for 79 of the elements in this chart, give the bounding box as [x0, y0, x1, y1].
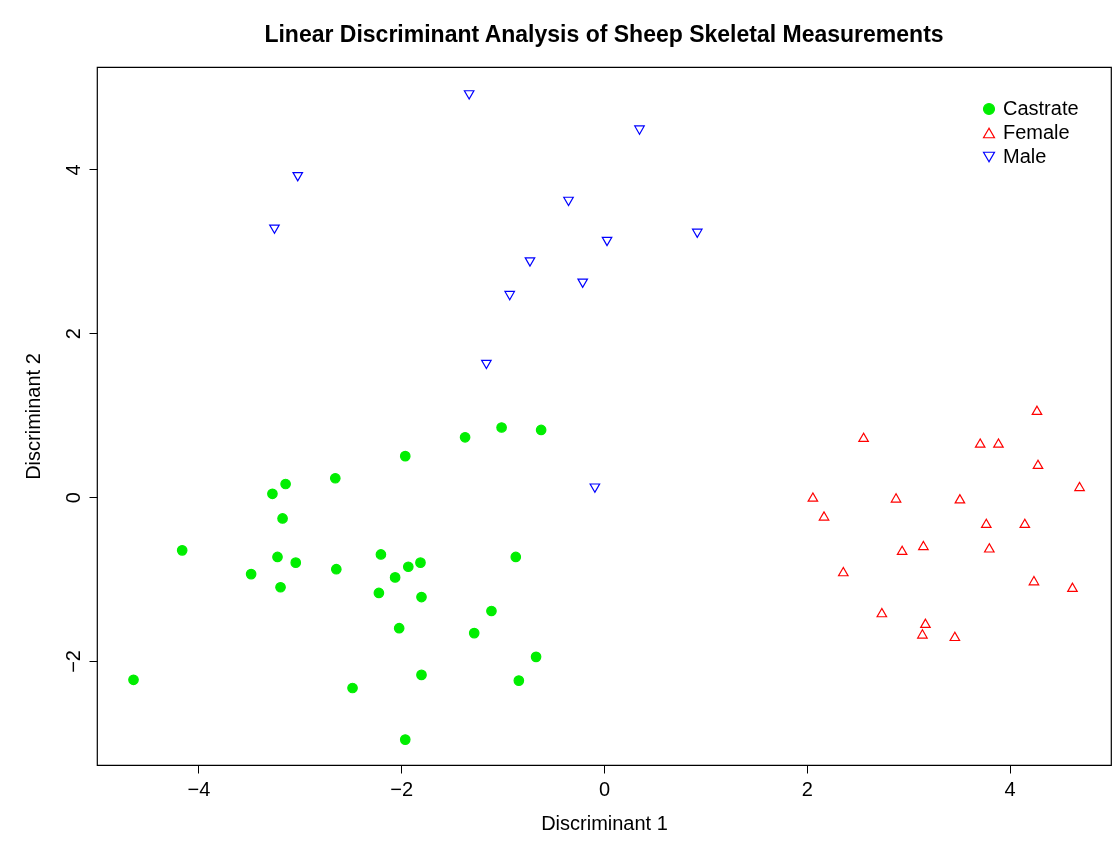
- point: [329, 472, 341, 484]
- point: [416, 669, 427, 681]
- point: [601, 236, 613, 247]
- point: [267, 488, 278, 500]
- point: [577, 278, 589, 288]
- point: [280, 478, 291, 490]
- point: [504, 290, 516, 301]
- point: [481, 359, 492, 370]
- point: [389, 572, 401, 583]
- point: [634, 125, 645, 135]
- x-tick-label: 0: [598, 777, 611, 800]
- legend-label: Castrate: [1003, 97, 1079, 119]
- point: [896, 545, 908, 556]
- x-tick-label: 4: [1004, 777, 1016, 800]
- point: [691, 228, 703, 239]
- point: [347, 682, 358, 694]
- point: [1019, 518, 1031, 529]
- point: [1074, 481, 1085, 492]
- point: [486, 605, 497, 617]
- point: [277, 513, 288, 524]
- point: [589, 483, 601, 493]
- chart-title: Linear Discriminant Analysis of Sheep Skeletal Measurements: [264, 21, 944, 47]
- point: [468, 627, 480, 639]
- point: [1032, 459, 1044, 470]
- point: [399, 450, 411, 462]
- point: [373, 587, 385, 599]
- point: [416, 591, 427, 603]
- point: [818, 511, 830, 521]
- point: [128, 674, 139, 686]
- point: [993, 438, 1004, 448]
- point: [513, 675, 525, 686]
- point: [837, 566, 849, 577]
- point: [330, 563, 342, 575]
- point: [402, 561, 414, 573]
- x-tick-label: −4: [187, 777, 211, 800]
- point: [393, 622, 405, 634]
- point: [918, 540, 929, 551]
- point: [290, 557, 302, 568]
- point: [1028, 575, 1040, 586]
- point: [1031, 405, 1043, 415]
- point: [375, 549, 387, 560]
- point: [807, 492, 819, 502]
- point: [858, 432, 869, 443]
- x-tick-label: −2: [390, 777, 414, 800]
- point: [245, 568, 257, 580]
- point: [399, 734, 411, 745]
- y-tick-label: 2: [61, 328, 84, 340]
- point: [917, 629, 928, 639]
- point: [563, 196, 574, 207]
- point: [974, 438, 986, 448]
- point: [983, 543, 995, 553]
- point: [292, 172, 304, 182]
- point: [275, 581, 286, 593]
- legend-label: Male: [1003, 145, 1047, 167]
- point: [876, 607, 888, 618]
- point: [463, 90, 475, 100]
- x-tick-label: 2: [801, 777, 813, 800]
- point: [535, 424, 547, 436]
- point: [269, 224, 280, 234]
- y-tick-label: 0: [61, 492, 84, 504]
- point: [949, 631, 961, 642]
- point: [954, 494, 966, 504]
- y-axis-title: Discriminant 2: [21, 353, 44, 480]
- y-tick-label: −2: [61, 650, 84, 673]
- point: [1067, 582, 1078, 592]
- point: [530, 651, 542, 663]
- point: [272, 551, 283, 563]
- point: [459, 431, 471, 443]
- x-axis-title: Discriminant 1: [541, 811, 668, 834]
- point: [890, 493, 902, 503]
- point: [524, 257, 536, 267]
- point: [176, 545, 188, 556]
- point: [980, 518, 992, 529]
- point: [510, 551, 522, 563]
- point: [920, 618, 931, 628]
- y-tick-label: 4: [61, 164, 84, 176]
- point: [415, 557, 426, 568]
- legend-label: Female: [1003, 121, 1070, 143]
- point: [496, 422, 507, 433]
